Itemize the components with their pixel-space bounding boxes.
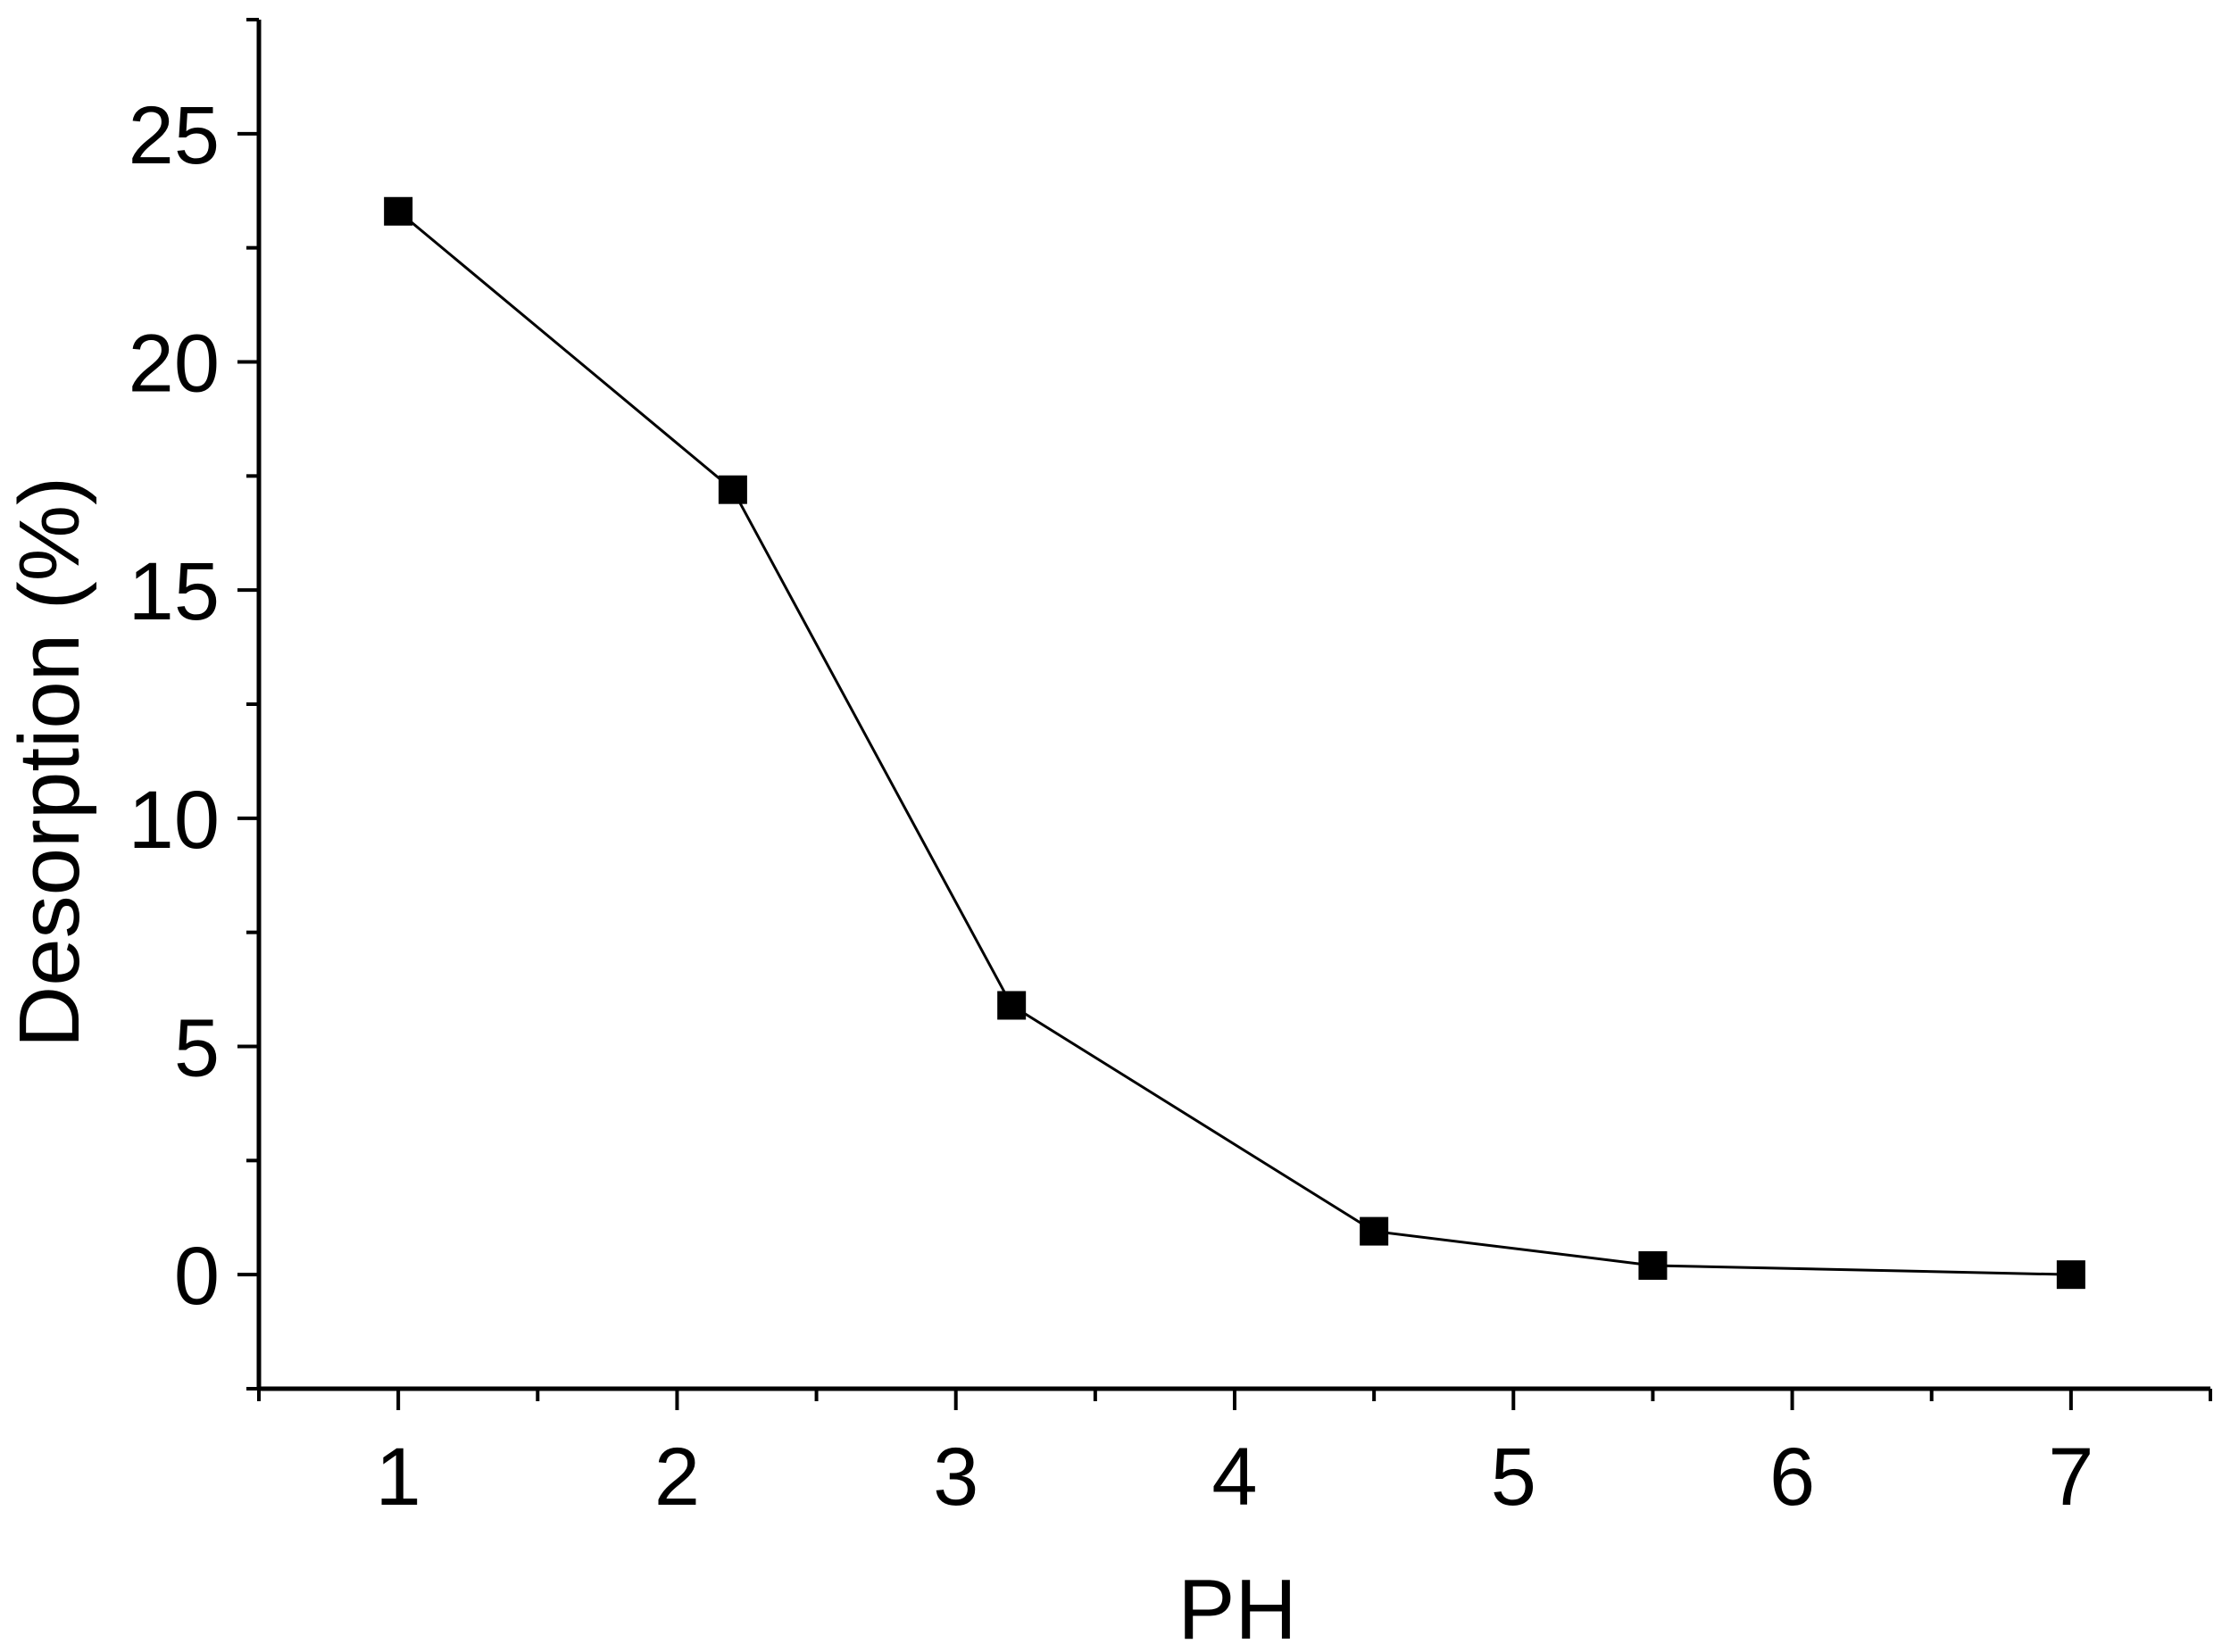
y-tick-label: 10 [129, 775, 220, 866]
x-tick-label: 7 [2048, 1432, 2093, 1523]
series-group [384, 196, 2085, 1290]
data-point-marker [2056, 1260, 2085, 1290]
tick-labels: 0 5 10 15 20 25 1 2 3 4 5 6 7 [129, 90, 2094, 1523]
y-axis-label: Desorption (%) [2, 477, 97, 1048]
data-point-marker [384, 196, 413, 226]
x-tick-label: 3 [933, 1432, 978, 1523]
x-tick-label: 2 [654, 1432, 700, 1523]
axes [237, 18, 2212, 1410]
y-tick-label: 15 [129, 546, 220, 637]
x-tick-label: 4 [1211, 1432, 1257, 1523]
data-point-marker [1360, 1216, 1389, 1246]
y-tick-label: 20 [129, 319, 220, 410]
data-point-marker [718, 475, 747, 504]
data-point-marker [1638, 1250, 1668, 1280]
y-tick-label: 5 [174, 1003, 220, 1094]
x-tick-label: 1 [376, 1432, 421, 1523]
x-tick-label: 6 [1769, 1432, 1815, 1523]
y-tick-label: 25 [129, 90, 220, 181]
series-line [397, 210, 2071, 1276]
x-tick-label: 5 [1491, 1432, 1536, 1523]
y-tick-label: 0 [174, 1231, 220, 1322]
data-point-marker [997, 991, 1027, 1020]
x-axis-label: PH [1178, 1562, 1296, 1652]
